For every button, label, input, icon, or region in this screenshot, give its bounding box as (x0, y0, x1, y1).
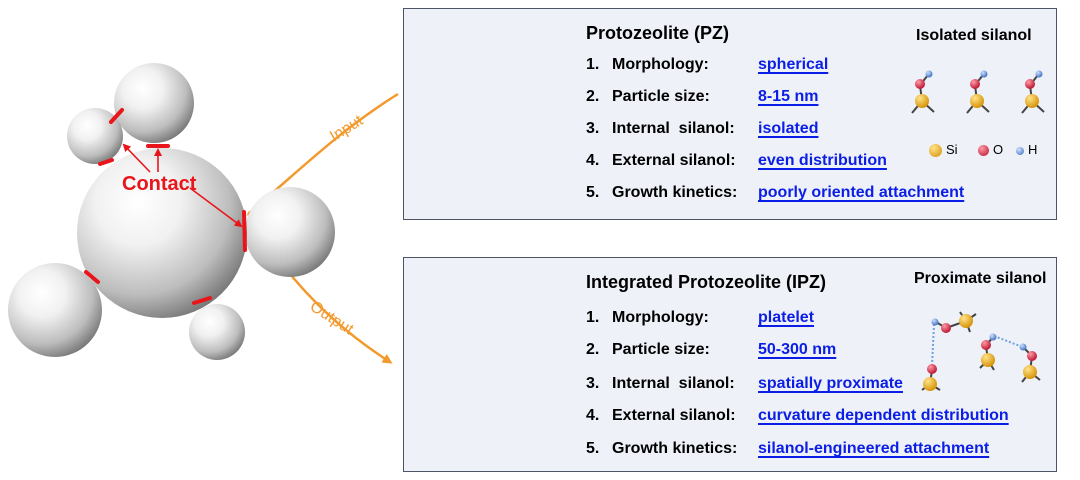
property-key: Particle size: (612, 88, 710, 105)
property-value[interactable]: spherical (758, 56, 829, 73)
h-atom-icon (1016, 146, 1024, 155)
sphere-cluster (8, 63, 335, 360)
sphere-left-bottom (8, 263, 102, 357)
sphere-central (77, 148, 247, 318)
property-value[interactable]: spatially proximate (758, 375, 903, 392)
item-number: 3. (586, 375, 600, 392)
property-value[interactable]: poorly oriented attachment (758, 184, 965, 201)
item-number: 4. (586, 152, 600, 169)
o-atom-icon (978, 145, 989, 157)
property-key: External silanol: (612, 152, 736, 169)
silanol-title: Isolated silanol (916, 27, 1032, 44)
item-number: 1. (586, 56, 600, 73)
item-number: 2. (586, 341, 600, 358)
integrated-protozeolite-panel: Integrated Protozeolite (IPZ) Proximate … (403, 257, 1057, 472)
property-key: Internal silanol: (612, 120, 735, 137)
isolated-silanol-molecules (911, 70, 1045, 114)
property-value[interactable]: platelet (758, 309, 815, 326)
silanol-molecule (1021, 70, 1045, 114)
property-key: External silanol: (612, 407, 736, 424)
property-value[interactable]: silanol-engineered attachment (758, 440, 990, 457)
legend-h-label: H (1028, 142, 1038, 157)
property-key: Morphology: (612, 309, 709, 326)
si-atom-icon (929, 144, 942, 158)
sphere-small-bottom (189, 304, 245, 360)
legend-o-label: O (993, 142, 1004, 157)
property-value[interactable]: 50-300 nm (758, 341, 837, 358)
property-value[interactable]: isolated (758, 120, 819, 137)
legend-si: Si (929, 142, 958, 158)
contact-pointers (122, 143, 243, 228)
silanol-molecule (966, 70, 990, 114)
property-value[interactable]: even distribution (758, 152, 887, 169)
legend-si-label: Si (946, 142, 958, 157)
property-key: Particle size: (612, 341, 710, 358)
property-key: Growth kinetics: (612, 184, 738, 201)
property-key: Internal silanol: (612, 375, 735, 392)
legend-h: H (1016, 142, 1037, 157)
sphere-right (245, 187, 335, 277)
property-key: Growth kinetics: (612, 440, 738, 457)
property-key: Morphology: (612, 56, 709, 73)
item-number: 4. (586, 407, 600, 424)
property-value[interactable]: 8-15 nm (758, 88, 819, 105)
panel-title: Integrated Protozeolite (IPZ) (586, 272, 827, 292)
property-value[interactable]: curvature dependent distribution (758, 407, 1009, 424)
proximate-silanol-molecules (921, 311, 1041, 391)
item-number: 2. (586, 88, 600, 105)
contact-label: Contact (122, 173, 197, 195)
item-number: 3. (586, 120, 600, 137)
item-number: 5. (586, 184, 600, 201)
contact-marks (84, 108, 247, 305)
panel-title: Protozeolite (PZ) (586, 23, 729, 43)
item-number: 1. (586, 309, 600, 326)
item-number: 5. (586, 440, 600, 457)
silanol-title: Proximate silanol (914, 270, 1047, 287)
sphere-top (114, 63, 194, 143)
silanol-molecule (911, 70, 935, 114)
legend-o: O (978, 142, 1003, 157)
protozeolite-panel: Protozeolite (PZ) Isolated silanol 1. Mo… (403, 8, 1057, 220)
